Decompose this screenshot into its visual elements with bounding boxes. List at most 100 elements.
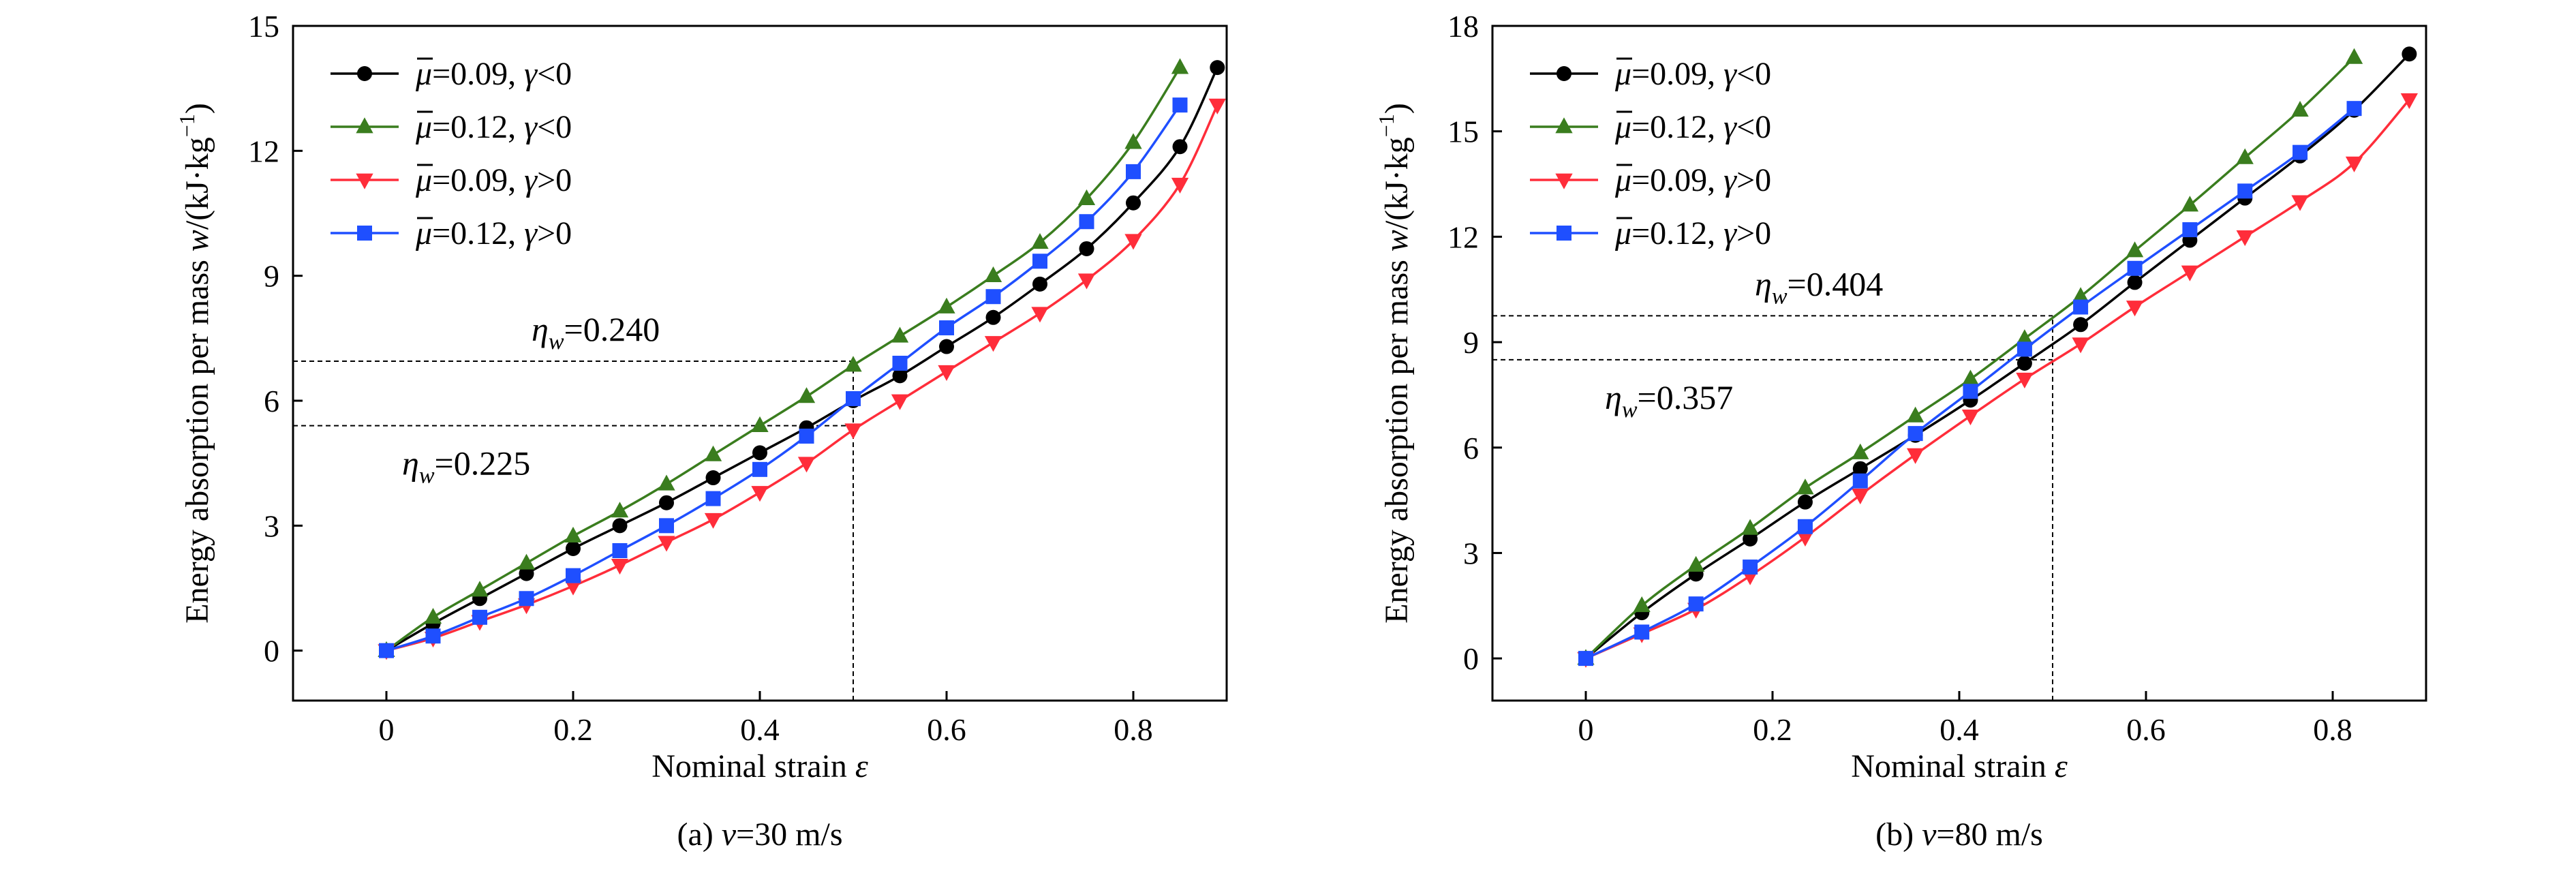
data-point (2072, 287, 2089, 303)
data-point (659, 495, 674, 510)
data-point (2236, 230, 2254, 247)
data-point (2182, 222, 2198, 238)
data-point (752, 461, 767, 477)
data-point (1077, 273, 1096, 290)
y-tick-label: 12 (248, 134, 279, 168)
data-point (379, 643, 394, 658)
data-point (2293, 144, 2308, 160)
y-tick-label: 12 (1447, 219, 1479, 254)
y-tick-label: 0 (264, 634, 279, 669)
legend-marker (357, 66, 372, 81)
x-tick-label: 0.2 (553, 712, 593, 747)
data-point (566, 540, 581, 556)
data-point (1797, 519, 1813, 534)
y-tick-label: 6 (1463, 431, 1479, 465)
y-tick-label: 9 (1463, 325, 1479, 360)
x-tick-label: 0.8 (1114, 712, 1153, 747)
data-point (2237, 183, 2253, 199)
legend-marker (356, 173, 373, 189)
data-point (1171, 58, 1189, 74)
y-axis-label: Energy absorption per mass w/(kJ·kg−1) (174, 103, 215, 624)
data-point (752, 445, 767, 461)
data-point (938, 297, 955, 313)
series-line (1584, 53, 2410, 660)
data-point (2016, 372, 2034, 388)
data-point (1743, 531, 1758, 547)
legend-entry: μ=0.09, γ<0 (415, 56, 572, 92)
x-tick-label: 0 (379, 712, 395, 747)
annotation-label: ηw=0.404 (1755, 264, 1883, 309)
data-point (1852, 443, 1869, 459)
legend: μ=0.09, γ<0 μ=0.12, γ<0 μ=0.09, γ>0 μ=0.12,… (331, 56, 572, 251)
data-point (612, 543, 628, 558)
legend-entry: μ=0.09, γ>0 (415, 162, 572, 198)
legend-entry: μ=0.12, γ>0 (415, 215, 572, 251)
data-point (2346, 101, 2362, 117)
data-point (2402, 46, 2417, 62)
data-point (2236, 148, 2254, 164)
series-3 (1578, 101, 2362, 667)
data-point (1687, 555, 1705, 572)
data-point (1797, 494, 1813, 510)
series-1 (378, 58, 1189, 658)
data-point (564, 579, 582, 596)
data-point (2291, 195, 2309, 211)
panel-caption: (b) v=80 m/s (1875, 816, 2043, 853)
legend-entry: μ=0.09, γ>0 (1614, 162, 1771, 198)
data-point (2017, 341, 2032, 357)
data-point (891, 394, 909, 410)
data-point (938, 365, 955, 381)
x-tick-label: 0.4 (740, 712, 780, 747)
chart-panel-1: 0 0.2 0.4 0.6 0.8 0 3 6 9 12 15 18 Nominal strain ε E… (1374, 9, 2427, 853)
data-point (985, 289, 1001, 305)
data-point (472, 609, 487, 625)
legend-marker (1557, 226, 1571, 241)
data-point (1126, 195, 1141, 211)
data-point (1172, 139, 1188, 155)
data-point (1031, 233, 1049, 249)
data-point (1743, 560, 1758, 575)
legend-marker (357, 226, 372, 241)
data-point (2126, 241, 2144, 258)
x-tick-label: 0.6 (927, 712, 966, 747)
legend-marker (1555, 117, 1573, 134)
series-line (1584, 57, 2355, 660)
data-point (797, 457, 816, 473)
data-point (1171, 177, 1189, 194)
data-point (425, 628, 441, 644)
data-point (2073, 317, 2089, 333)
data-point (799, 428, 814, 444)
y-tick-label: 3 (1463, 536, 1479, 570)
data-point (1124, 133, 1142, 149)
data-point (564, 526, 582, 542)
data-point (1172, 97, 1188, 113)
data-point (984, 336, 1002, 352)
data-point (471, 581, 489, 597)
data-point (659, 518, 674, 534)
x-axis-label: Nominal strain ε (651, 748, 868, 784)
data-point (1741, 519, 1759, 535)
x-tick-label: 0.8 (2313, 712, 2352, 747)
data-point (846, 390, 861, 406)
data-point (1077, 189, 1096, 205)
y-tick-label: 0 (1463, 641, 1479, 676)
annotation-label: ηw=0.240 (532, 310, 660, 354)
data-point (1633, 596, 1651, 613)
data-point (566, 568, 581, 583)
data-point (519, 591, 534, 607)
data-point (1208, 98, 1226, 114)
data-point (2017, 356, 2032, 371)
data-point (2073, 299, 2089, 315)
data-point (2072, 337, 2089, 354)
data-point (844, 356, 862, 372)
series-line (385, 67, 1181, 652)
legend-marker (1555, 173, 1573, 189)
data-point (1796, 478, 1814, 495)
annotation-label: ηw=0.357 (1605, 378, 1733, 423)
series-3 (379, 97, 1188, 658)
y-tick-label: 15 (1447, 114, 1479, 149)
y-tick-label: 18 (1447, 9, 1479, 44)
data-point (1852, 461, 1868, 476)
data-point (611, 559, 629, 575)
